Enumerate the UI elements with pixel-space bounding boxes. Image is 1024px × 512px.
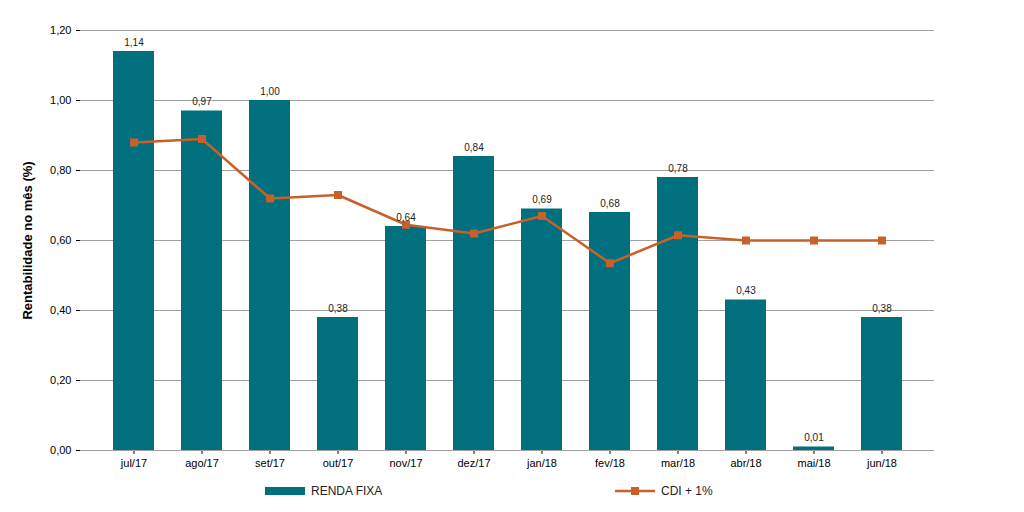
svg-text:1,14: 1,14 <box>124 37 144 48</box>
svg-text:0,60: 0,60 <box>50 234 71 246</box>
svg-text:0,38: 0,38 <box>872 303 892 314</box>
svg-text:jun/18: jun/18 <box>866 457 897 469</box>
svg-text:abr/18: abr/18 <box>730 457 761 469</box>
svg-text:nov/17: nov/17 <box>389 457 422 469</box>
svg-text:0,40: 0,40 <box>50 304 71 316</box>
svg-text:mar/18: mar/18 <box>661 457 695 469</box>
svg-text:fev/18: fev/18 <box>595 457 625 469</box>
svg-text:1,20: 1,20 <box>50 24 71 36</box>
svg-text:1,00: 1,00 <box>50 94 71 106</box>
svg-text:0,97: 0,97 <box>192 96 212 107</box>
svg-text:0,69: 0,69 <box>532 194 552 205</box>
svg-text:Rentabilidade no mês (%): Rentabilidade no mês (%) <box>20 161 35 319</box>
svg-text:0,84: 0,84 <box>464 142 484 153</box>
svg-text:jul/17: jul/17 <box>120 457 147 469</box>
svg-text:set/17: set/17 <box>255 457 285 469</box>
svg-text:ago/17: ago/17 <box>185 457 219 469</box>
svg-text:out/17: out/17 <box>323 457 354 469</box>
svg-text:0,38: 0,38 <box>328 303 348 314</box>
svg-text:0,80: 0,80 <box>50 164 71 176</box>
svg-text:0,01: 0,01 <box>804 432 824 443</box>
svg-text:0,20: 0,20 <box>50 374 71 386</box>
svg-text:0,00: 0,00 <box>50 444 71 456</box>
svg-text:jan/18: jan/18 <box>526 457 557 469</box>
svg-text:0,43: 0,43 <box>736 285 756 296</box>
svg-text:dez/17: dez/17 <box>457 457 490 469</box>
svg-text:0,78: 0,78 <box>668 163 688 174</box>
svg-text:0,68: 0,68 <box>600 198 620 209</box>
svg-text:0,64: 0,64 <box>396 212 416 223</box>
svg-text:mai/18: mai/18 <box>797 457 830 469</box>
svg-text:1,00: 1,00 <box>260 86 280 97</box>
html-text:CDI + 1%: CDI + 1% <box>661 484 713 498</box>
html-text:RENDA FIXA: RENDA FIXA <box>311 484 383 498</box>
